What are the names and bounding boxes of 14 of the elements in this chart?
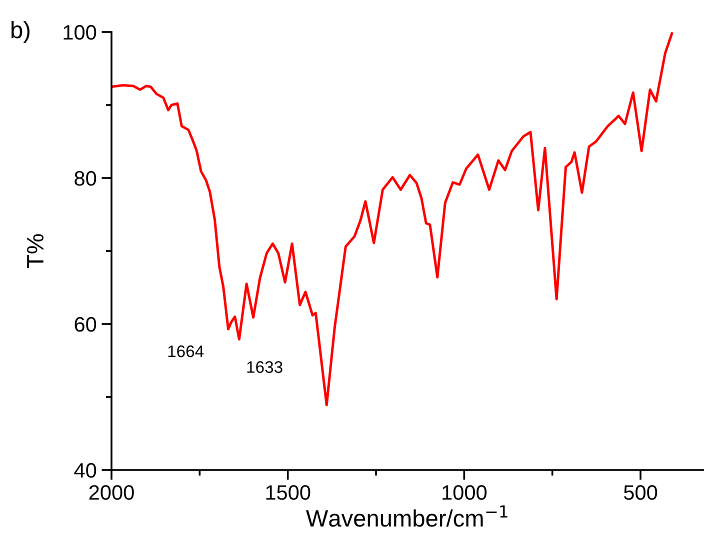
text: b) xyxy=(12,20,30,43)
annotation: 1664 xyxy=(168,345,204,358)
y-axis-title: T% xyxy=(26,234,44,268)
annotation: 1633 xyxy=(247,361,282,373)
x-axis-title: Wavenumber/cm$^{−1}$ xyxy=(306,505,508,527)
x-tick-label: 1000 xyxy=(442,485,487,500)
y-tick-label: 40 xyxy=(74,463,96,478)
x-tick-label: 1500 xyxy=(266,485,310,500)
y-tick-label: 80 xyxy=(74,171,96,186)
y-tick-label: 60 xyxy=(74,317,96,332)
x-tick-label: 500 xyxy=(624,485,658,500)
line-series xyxy=(112,32,674,406)
y-tick-label: 100 xyxy=(64,25,96,40)
x-tick-label: 2000 xyxy=(89,485,134,500)
